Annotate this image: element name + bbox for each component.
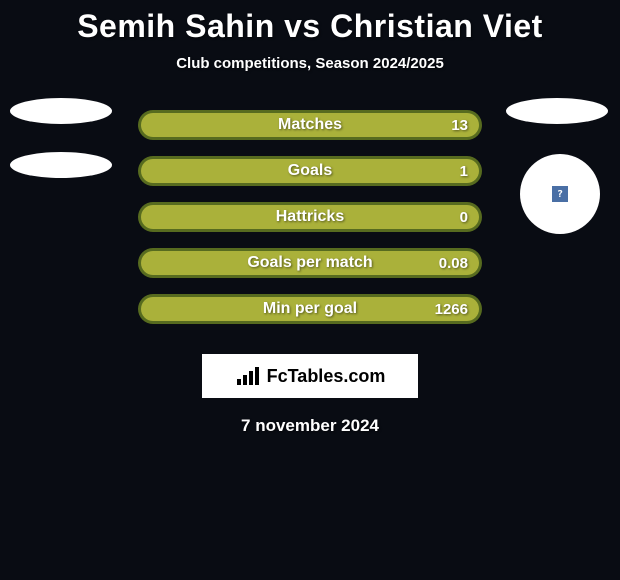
- stat-bar-fill: [141, 205, 479, 229]
- right-ellipse: [506, 98, 608, 124]
- page-title: Semih Sahin vs Christian Viet: [0, 0, 620, 45]
- left-ellipse-2: [10, 152, 112, 178]
- fctables-logo: FcTables.com: [202, 354, 418, 398]
- stats-bars: Matches13 Goals1 Hattricks0 Goals per match…: [138, 110, 482, 324]
- stat-bar: Goals1: [138, 156, 482, 186]
- stat-bar: Goals per match0.08: [138, 248, 482, 278]
- right-player-shapes: [506, 98, 608, 124]
- comparison-section: ? Matches13 Goals1 Hattricks0 Goals per mat…: [0, 110, 620, 324]
- bars-icon: [235, 365, 261, 387]
- stat-bar: Matches13: [138, 110, 482, 140]
- logo-text: FcTables.com: [267, 366, 386, 387]
- stat-bar-fill: [141, 251, 479, 275]
- right-player-avatar: ?: [520, 154, 600, 234]
- stat-bar: Min per goal1266: [138, 294, 482, 324]
- left-player-shapes: [10, 98, 112, 178]
- stat-bar-fill: [141, 297, 479, 321]
- stat-bar: Hattricks0: [138, 202, 482, 232]
- stat-bar-fill: [141, 159, 479, 183]
- page-subtitle: Club competitions, Season 2024/2025: [0, 55, 620, 72]
- question-icon: ?: [552, 186, 568, 202]
- left-ellipse-1: [10, 98, 112, 124]
- footer-date: 7 november 2024: [0, 416, 620, 436]
- stat-bar-fill: [141, 113, 479, 137]
